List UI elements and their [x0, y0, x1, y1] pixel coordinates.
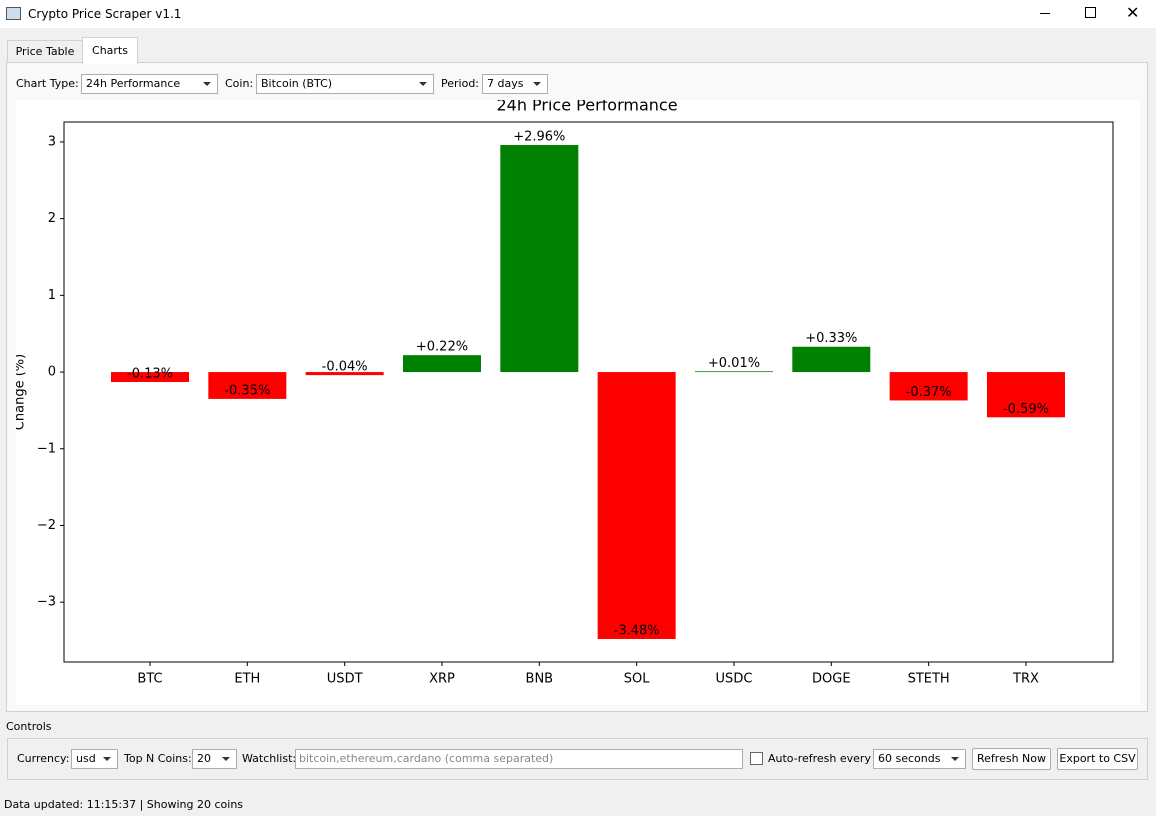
window-title: Crypto Price Scraper v1.1 [28, 7, 182, 21]
value-label: +0.01% [708, 356, 760, 371]
y-tick-label: 2 [48, 211, 56, 226]
y-tick-label: 3 [48, 134, 56, 149]
value-label: -0.37% [906, 385, 952, 400]
period-combo[interactable]: 7 days [482, 74, 548, 94]
bar [792, 346, 871, 373]
x-tick-label: USDC [716, 672, 753, 687]
value-label: -0.59% [1003, 402, 1049, 417]
y-tick-label: −2 [37, 518, 56, 533]
x-tick-label: ETH [234, 672, 260, 687]
period-label: Period: [441, 77, 480, 90]
x-tick-label: BNB [526, 672, 554, 687]
y-tick-label: −1 [37, 441, 56, 456]
x-tick-label: BTC [137, 672, 162, 687]
close-button[interactable]: ✕ [1126, 3, 1140, 22]
bar [208, 372, 287, 399]
coin-combo[interactable]: Bitcoin (BTC) [256, 74, 434, 94]
y-tick-label: 1 [48, 288, 56, 303]
bar [500, 145, 579, 373]
chart-title: 24h Price Performance [496, 100, 677, 115]
value-label: -0.35% [224, 383, 270, 398]
watchlist-label: Watchlist: [242, 752, 297, 765]
x-tick-label: TRX [1012, 672, 1039, 687]
bar [986, 372, 1065, 418]
bar [305, 372, 384, 376]
bar [597, 372, 676, 639]
bar [111, 372, 189, 383]
bar [889, 372, 968, 401]
value-label: +0.33% [805, 331, 857, 346]
x-tick-label: STETH [908, 672, 950, 687]
app-icon [6, 7, 21, 20]
y-axis-label: Change (%) [16, 354, 28, 430]
value-label: -3.48% [614, 623, 660, 638]
chart-type-combo[interactable]: 24h Performance [81, 74, 218, 94]
plot-frame [63, 121, 1114, 663]
value-label: -0.04% [322, 360, 368, 375]
export-button[interactable]: Export to CSV [1057, 748, 1138, 770]
controls-title: Controls [6, 720, 52, 733]
value-label: -0.13% [127, 367, 173, 382]
chart: 24h Price Performance Change (%) −3 −2 −1 0… [16, 100, 1140, 705]
value-label: +0.22% [416, 340, 468, 355]
y-tick-label: −3 [37, 595, 56, 610]
tab[interactable]: Price Table [7, 40, 83, 64]
x-tick-label: SOL [624, 672, 650, 687]
interval-spinbox[interactable]: 60 seconds [873, 749, 966, 769]
bar [402, 355, 481, 373]
controls-group [7, 738, 1148, 780]
auto-refresh-label: Auto-refresh every [768, 752, 871, 765]
currency-label: Currency: [17, 752, 70, 765]
maximize-button[interactable] [1085, 7, 1096, 18]
x-tick-label: USDT [327, 672, 363, 687]
coin-label: Coin: [225, 77, 254, 90]
top-n-label: Top N Coins: [124, 752, 192, 765]
status-bar: Data updated: 11:15:37 | Showing 20 coin… [4, 798, 244, 811]
tab-active[interactable]: Charts [82, 37, 138, 64]
currency-combo[interactable]: usd [71, 749, 118, 769]
bar [694, 371, 773, 373]
watchlist-input[interactable]: bitcoin,ethereum,cardano (comma separate… [295, 749, 743, 769]
auto-refresh-checkbox[interactable] [750, 752, 763, 765]
minimize-button[interactable] [1040, 13, 1050, 14]
x-tick-label: DOGE [812, 672, 851, 687]
x-tick-label: XRP [429, 672, 455, 687]
title-bar: Crypto Price Scraper v1.1 ✕ [0, 0, 1156, 28]
value-label: +2.96% [513, 130, 565, 145]
chart-type-label: Chart Type: [16, 77, 79, 90]
top-n-spinbox[interactable]: 20 [192, 749, 237, 769]
y-tick-label: 0 [48, 365, 56, 380]
refresh-button[interactable]: Refresh Now [972, 748, 1051, 770]
